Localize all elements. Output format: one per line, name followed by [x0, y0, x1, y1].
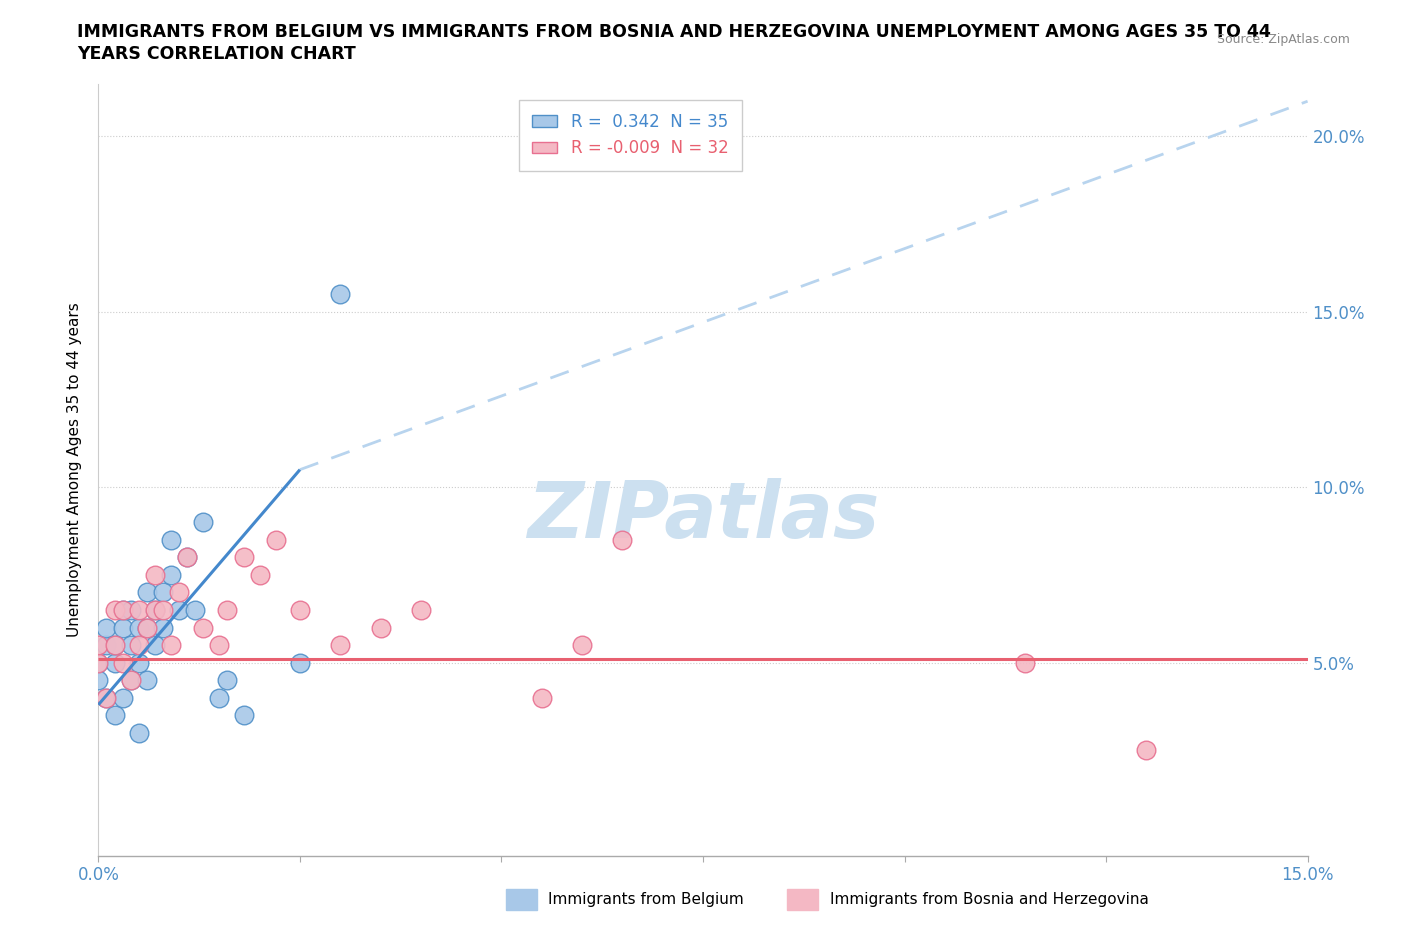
Point [193, 620, 215, 635]
Point [208, 690, 231, 705]
Point [87, 655, 110, 670]
Point [288, 603, 311, 618]
Point [152, 620, 174, 635]
Point [288, 655, 311, 670]
Point [96, 690, 118, 705]
Point [160, 532, 183, 547]
Point [143, 603, 166, 618]
Point [111, 620, 134, 635]
Point [143, 567, 166, 582]
Point [96, 638, 118, 653]
Text: Source: ZipAtlas.com: Source: ZipAtlas.com [1216, 33, 1350, 46]
Point [184, 603, 207, 618]
Text: YEARS CORRELATION CHART: YEARS CORRELATION CHART [77, 45, 356, 62]
Point [120, 672, 142, 687]
Point [1014, 655, 1036, 670]
Point [135, 585, 157, 600]
Point [111, 690, 134, 705]
Point [135, 620, 157, 635]
Point [370, 620, 392, 635]
Point [249, 567, 271, 582]
Point [96, 620, 118, 635]
Point [128, 603, 150, 618]
Text: IMMIGRANTS FROM BELGIUM VS IMMIGRANTS FROM BOSNIA AND HERZEGOVINA UNEMPLOYMENT A: IMMIGRANTS FROM BELGIUM VS IMMIGRANTS FR… [77, 23, 1271, 41]
Point [409, 603, 432, 618]
Point [103, 638, 125, 653]
Point [87, 655, 110, 670]
Point [232, 708, 254, 723]
Point [103, 655, 125, 670]
Point [167, 603, 190, 618]
Point [571, 638, 593, 653]
Point [111, 603, 134, 618]
Point [128, 655, 150, 670]
Point [120, 672, 142, 687]
Point [135, 620, 157, 635]
Point [143, 638, 166, 653]
Point [160, 567, 183, 582]
Point [176, 550, 198, 565]
Point [135, 672, 157, 687]
Point [208, 638, 231, 653]
Point [167, 585, 190, 600]
Point [530, 690, 553, 705]
Point [111, 655, 134, 670]
Point [1135, 743, 1157, 758]
Point [120, 603, 142, 618]
Point [217, 672, 239, 687]
Point [329, 286, 352, 301]
Point [96, 690, 118, 705]
Legend: R =  0.342  N = 35, R = -0.009  N = 32: R = 0.342 N = 35, R = -0.009 N = 32 [519, 100, 742, 171]
Point [217, 603, 239, 618]
Point [329, 638, 352, 653]
Point [176, 550, 198, 565]
Point [128, 620, 150, 635]
Point [111, 603, 134, 618]
Point [103, 603, 125, 618]
Point [152, 603, 174, 618]
Point [143, 603, 166, 618]
Point [87, 672, 110, 687]
Text: ZIPatlas: ZIPatlas [527, 478, 879, 554]
Point [120, 638, 142, 653]
Point [160, 638, 183, 653]
Point [232, 550, 254, 565]
Point [128, 725, 150, 740]
Text: Immigrants from Belgium: Immigrants from Belgium [548, 892, 744, 907]
Text: Immigrants from Bosnia and Herzegovina: Immigrants from Bosnia and Herzegovina [830, 892, 1149, 907]
Point [87, 638, 110, 653]
Point [103, 638, 125, 653]
Point [103, 708, 125, 723]
Y-axis label: Unemployment Among Ages 35 to 44 years: Unemployment Among Ages 35 to 44 years [67, 302, 83, 637]
Point [128, 638, 150, 653]
Point [152, 585, 174, 600]
Point [193, 515, 215, 530]
Point [612, 532, 634, 547]
Point [264, 532, 287, 547]
